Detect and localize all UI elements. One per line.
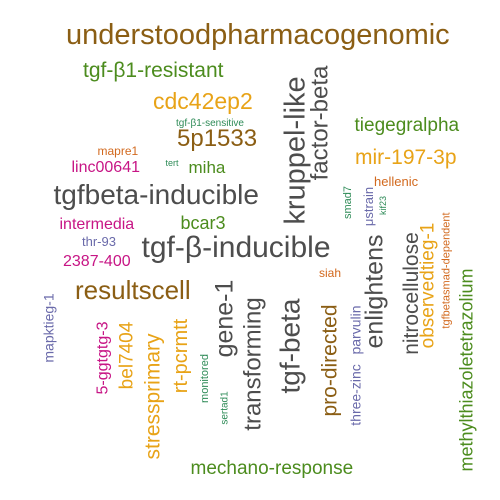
word-tgf-beta: tgf-beta — [273, 298, 305, 394]
word-methylthiazoletetrazolium: methylthiazoletetrazolium — [456, 268, 477, 472]
word-mapktieg-1: mapktieg-1 — [40, 293, 57, 363]
word-tgf-b1-sensitive: tgf-β1-sensitive — [176, 118, 244, 129]
word-tgf-b1-resistant: tgf-β1-resistant — [83, 58, 224, 82]
word-transforming: transforming — [239, 297, 267, 431]
word-hellenic: hellenic — [374, 173, 419, 189]
word-linc00641: linc00641 — [71, 159, 141, 176]
word-gene-1: gene-1 — [210, 279, 239, 357]
word-tiegegralpha: tiegegralpha — [354, 114, 460, 136]
word-monitored: monitored — [198, 353, 211, 403]
word-siah: siah — [319, 266, 342, 280]
word-2387-400: 2387-400 — [63, 253, 131, 270]
word-intermedia: intermedia — [59, 216, 135, 233]
word-miha: miha — [188, 157, 226, 177]
word-tgfbetasmad-dependent: tgfbetasmad-dependent — [440, 211, 453, 329]
word-smad7: smad7 — [341, 185, 354, 219]
word-three-zinc: three-zinc — [347, 364, 364, 426]
word-observedtieg-1: observedtieg-1 — [417, 222, 439, 348]
word-stressprimary: stressprimary — [141, 332, 165, 460]
word-tert: tert — [165, 157, 179, 168]
word-tgf-b-inducible: tgf-β-inducible — [141, 231, 331, 264]
word-mechano-response: mechano-response — [190, 457, 354, 479]
word-sertad1: sertad1 — [219, 391, 231, 425]
word-resultscell: resultscell — [75, 275, 191, 305]
word-mapre1: mapre1 — [97, 144, 139, 158]
word-bel7404: bel7404 — [116, 321, 138, 389]
word-5p1533: 5p1533 — [177, 125, 258, 152]
word-cdc42ep2: cdc42ep2 — [153, 87, 253, 114]
word-tgfbeta-inducible: tgfbeta-inducible — [53, 179, 259, 210]
word-kif23: kif23 — [377, 195, 388, 215]
word-enlightens: enlightens — [360, 234, 389, 348]
word-pro-directed: pro-directed — [318, 303, 342, 417]
word-thr-93: thr-93 — [82, 233, 116, 249]
word-mir-197-3p: mir-197-3p — [355, 145, 457, 169]
word-understoodpharmacogenomic: understoodpharmacogenomic — [66, 18, 450, 51]
word-parvulin: parvulin — [347, 305, 364, 355]
word-bcar3: bcar3 — [180, 213, 226, 233]
word-mustrain: μstrain — [360, 186, 376, 226]
word-factor-beta: factor-beta — [305, 65, 333, 181]
word-5-ggtgtg-3: 5-ggtgtg-3 — [93, 321, 111, 395]
word-rt-pcrmtt: rt-pcrmtt — [170, 318, 193, 394]
